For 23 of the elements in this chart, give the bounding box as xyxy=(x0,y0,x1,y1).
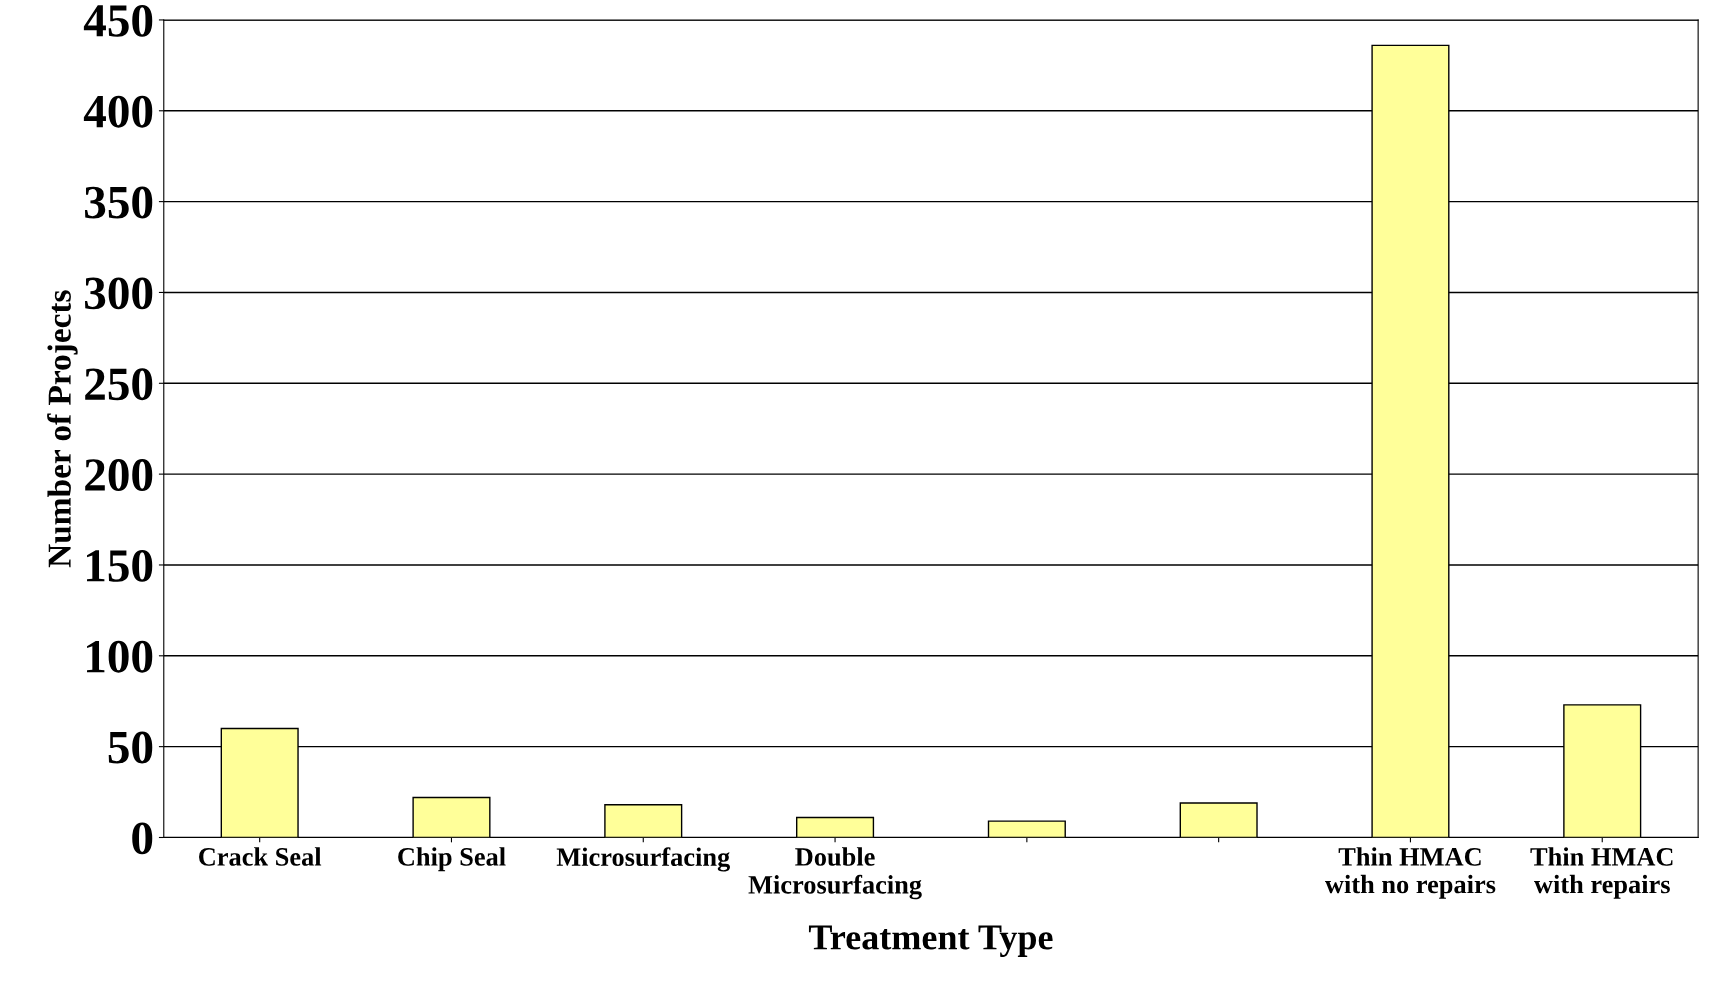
x-tick-label: Thin HMAC with repairs xyxy=(1530,847,1673,899)
bar xyxy=(987,820,1066,838)
y-tick-label: 100 xyxy=(87,640,153,673)
y-axis-title: Number of Projects xyxy=(47,290,78,568)
y-tick-label: 450 xyxy=(83,4,153,37)
x-tick-label: Crack Seal xyxy=(199,847,322,866)
bar xyxy=(604,804,683,838)
y-tick-label: 50 xyxy=(108,731,153,764)
x-tick-label: Chip Seal xyxy=(398,847,506,872)
bar xyxy=(1179,802,1258,838)
y-tick-label: 200 xyxy=(85,459,153,491)
y-tick-label: 250 xyxy=(85,368,153,401)
y-tick-label: 300 xyxy=(85,277,153,310)
bar xyxy=(796,816,875,838)
x-axis-title: Treatment Type xyxy=(808,925,1053,957)
bar xyxy=(412,796,491,838)
y-tick-label: 400 xyxy=(83,95,153,128)
y-tick-label: 0 xyxy=(132,822,153,855)
x-tick-label: Double Microsurfacing xyxy=(748,847,922,900)
x-tick-label: Microsurfacing xyxy=(556,847,730,872)
y-tick-label: 350 xyxy=(85,186,153,219)
y-tick-label: 150 xyxy=(87,549,153,582)
x-tick-label: Thin HMAC with no repairs xyxy=(1324,847,1496,899)
